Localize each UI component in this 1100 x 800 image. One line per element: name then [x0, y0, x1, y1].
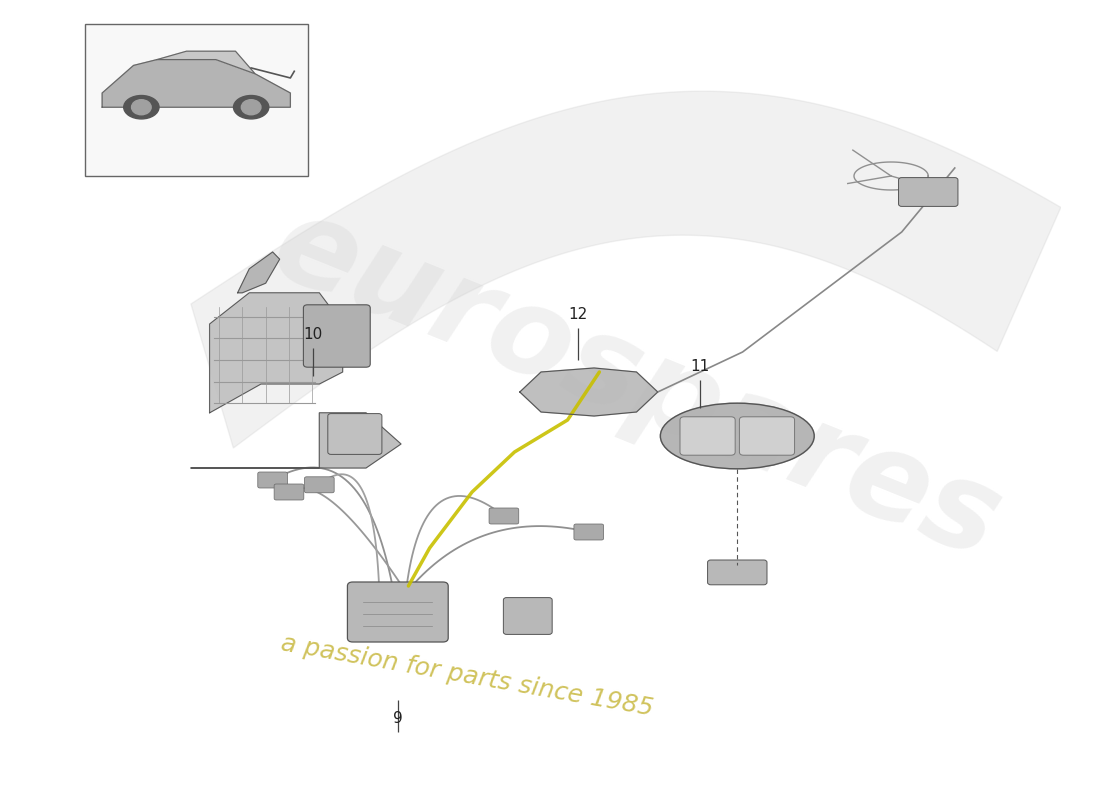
FancyBboxPatch shape — [707, 560, 767, 585]
Polygon shape — [191, 413, 402, 468]
Polygon shape — [157, 51, 255, 74]
FancyBboxPatch shape — [257, 472, 287, 488]
FancyBboxPatch shape — [574, 524, 604, 540]
FancyBboxPatch shape — [348, 582, 448, 642]
Text: 12: 12 — [569, 306, 587, 322]
FancyBboxPatch shape — [305, 477, 334, 493]
Ellipse shape — [241, 100, 261, 114]
Text: 11: 11 — [691, 358, 710, 374]
FancyBboxPatch shape — [899, 178, 958, 206]
FancyBboxPatch shape — [680, 417, 735, 455]
Polygon shape — [102, 59, 290, 107]
Ellipse shape — [233, 95, 268, 119]
FancyBboxPatch shape — [304, 305, 371, 367]
Polygon shape — [238, 252, 279, 293]
Polygon shape — [520, 368, 658, 416]
FancyBboxPatch shape — [274, 484, 304, 500]
FancyBboxPatch shape — [504, 598, 552, 634]
Text: 10: 10 — [304, 326, 322, 342]
Ellipse shape — [123, 95, 160, 119]
FancyBboxPatch shape — [739, 417, 794, 455]
Text: 9: 9 — [393, 710, 403, 726]
Polygon shape — [191, 91, 1060, 448]
Ellipse shape — [132, 100, 151, 114]
Ellipse shape — [660, 403, 814, 469]
Text: a passion for parts since 1985: a passion for parts since 1985 — [278, 631, 654, 721]
Bar — [85, 24, 308, 176]
FancyBboxPatch shape — [328, 414, 382, 454]
Text: eurospares: eurospares — [256, 185, 1016, 583]
FancyBboxPatch shape — [490, 508, 519, 524]
Polygon shape — [210, 293, 343, 413]
